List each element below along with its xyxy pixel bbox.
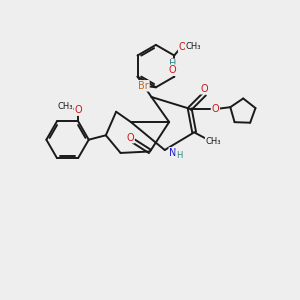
Text: O: O xyxy=(127,133,134,142)
Text: N: N xyxy=(169,148,177,158)
Text: CH₃: CH₃ xyxy=(57,101,73,110)
Text: O: O xyxy=(212,104,219,114)
Text: O: O xyxy=(74,105,82,115)
Text: O: O xyxy=(179,42,186,52)
Text: O: O xyxy=(169,65,177,75)
Text: H: H xyxy=(176,151,183,160)
Text: CH₃: CH₃ xyxy=(186,42,201,51)
Text: H: H xyxy=(169,59,176,69)
Text: O: O xyxy=(201,84,208,94)
Text: CH₃: CH₃ xyxy=(206,137,221,146)
Text: Br: Br xyxy=(138,81,149,91)
